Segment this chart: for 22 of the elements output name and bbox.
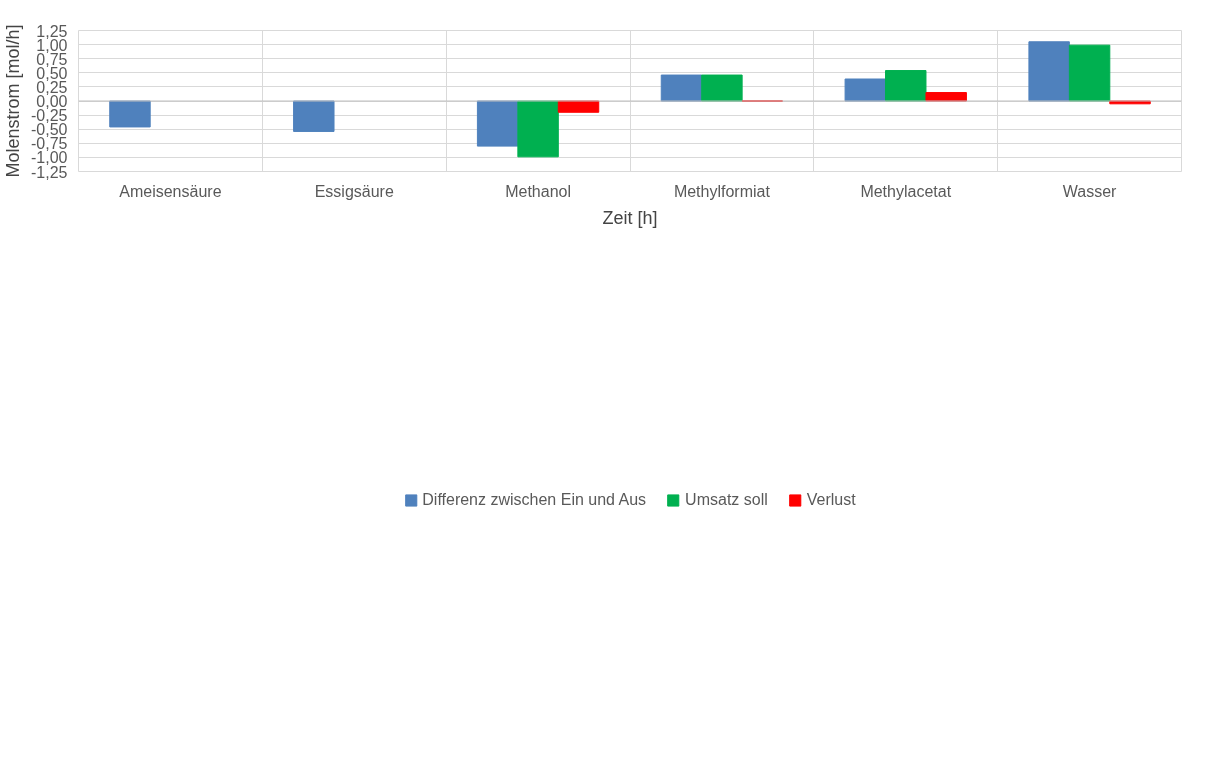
y-tick-label: 1,25 — [36, 22, 68, 40]
x-tick-label: Wasser — [1062, 182, 1118, 200]
y-axis-title: Molenstrom [mol/h] — [3, 24, 24, 178]
bar — [660, 74, 703, 102]
legend-label: Verlust — [806, 491, 856, 509]
bar — [844, 78, 887, 102]
x-axis-title: Zeit [h] — [602, 207, 658, 228]
bar — [885, 70, 927, 102]
x-tick-label: Methanol — [505, 182, 571, 200]
legend-label: Differenz zwischen Ein und Aus — [422, 491, 647, 509]
x-tick-label: Methylformiat — [673, 182, 771, 200]
x-tick-label: Essigsäure — [314, 182, 394, 200]
bar — [476, 100, 519, 147]
legend-label: Umsatz soll — [685, 491, 768, 509]
x-tick-label: Ameisensäure — [119, 182, 222, 200]
bar — [701, 74, 743, 102]
bar — [517, 100, 559, 158]
bar — [1068, 44, 1111, 102]
x-tick-label: Methylacetat — [860, 182, 952, 200]
bar — [293, 100, 335, 132]
bar — [1028, 41, 1070, 102]
bar — [109, 100, 151, 128]
